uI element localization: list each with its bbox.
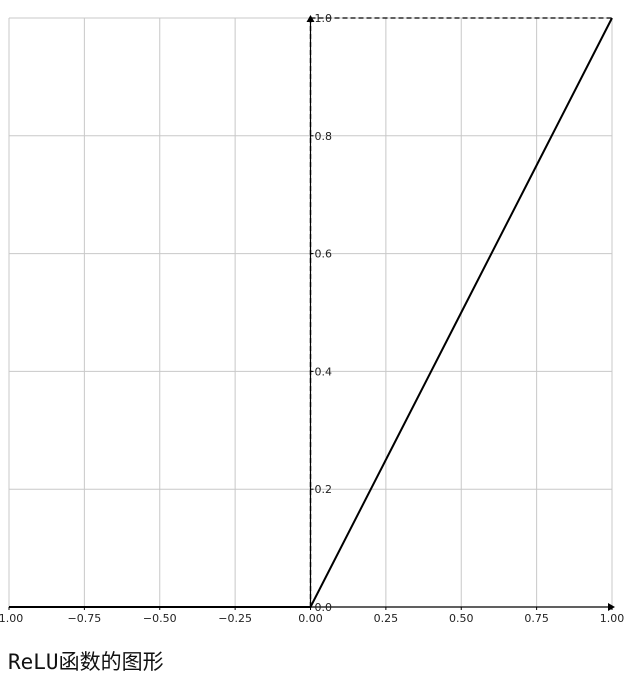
relu-chart: -1.00−0.75−0.50−0.250.000.250.500.751.00…: [0, 12, 624, 625]
y-tick-label-4: 0.8: [315, 130, 333, 143]
x-tick-label-7: 0.75: [524, 612, 549, 625]
y-tick-label-1: 0.2: [315, 483, 333, 496]
x-tick-label-2: −0.50: [143, 612, 177, 625]
x-tick-label-8: 1.00: [600, 612, 625, 625]
x-tick-label-6: 0.50: [449, 612, 474, 625]
tick-labels: -1.00−0.75−0.50−0.250.000.250.500.751.00…: [0, 12, 624, 625]
x-tick-label-3: −0.25: [218, 612, 252, 625]
y-tick-label-5: 1.0: [315, 12, 333, 25]
x-tick-label-4: 0.00: [298, 612, 323, 625]
y-tick-label-3: 0.6: [315, 248, 333, 261]
y-tick-label-0: 0.0: [315, 601, 333, 614]
x-tick-label-0: -1.00: [0, 612, 23, 625]
y-tick-label-2: 0.4: [315, 365, 333, 378]
chart-caption: ReLU函数的图形: [8, 650, 164, 674]
x-tick-label-1: −0.75: [68, 612, 102, 625]
axes: [8, 15, 615, 611]
x-tick-label-5: 0.25: [374, 612, 399, 625]
